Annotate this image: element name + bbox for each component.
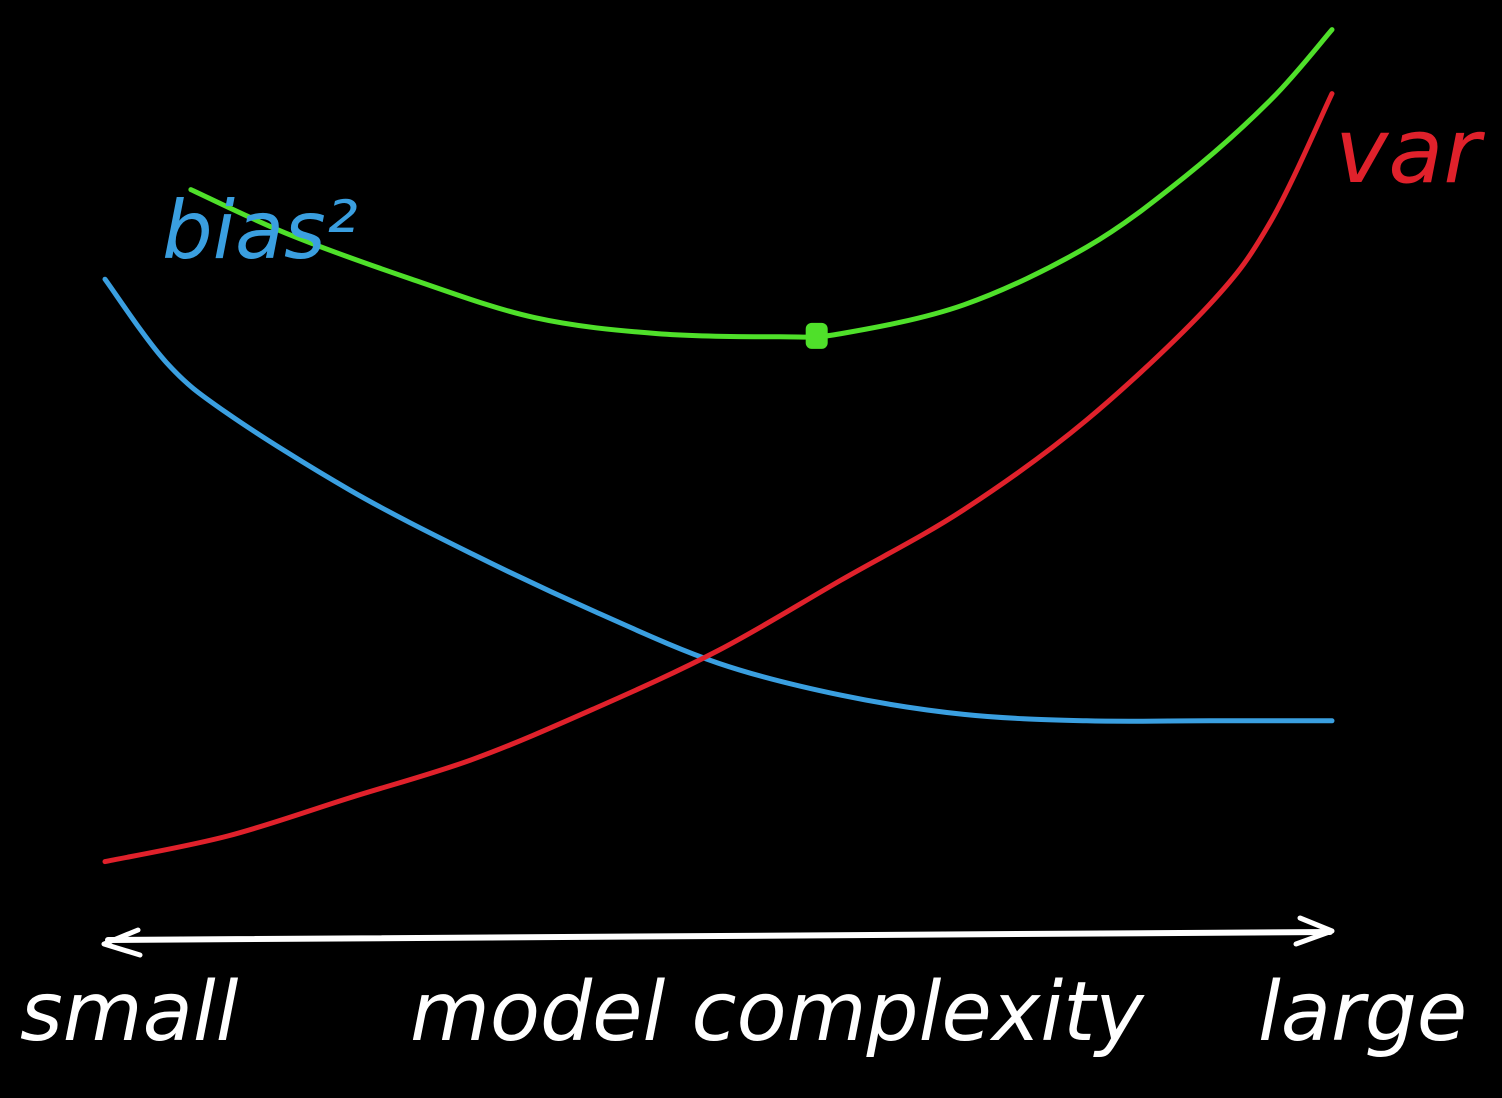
- total-error-curve: [188, 27, 1335, 340]
- series-label-bias: bias²: [162, 184, 358, 277]
- series-label-var: var: [1335, 99, 1485, 204]
- x-axis: [101, 915, 1335, 958]
- bias-squared-curve: [102, 276, 1335, 724]
- x-axis-right-arrowhead: [1293, 915, 1335, 947]
- series-layer: [102, 27, 1335, 865]
- x-axis-title: model complexity: [410, 965, 1145, 1060]
- x-axis-line: [105, 929, 1333, 943]
- x-axis-left-arrowhead: [101, 927, 143, 958]
- x-axis-left-label: small: [20, 965, 239, 1060]
- variance-curve: [102, 91, 1335, 865]
- optimum-marker: [805, 322, 828, 349]
- x-axis-right-label: large: [1258, 965, 1467, 1060]
